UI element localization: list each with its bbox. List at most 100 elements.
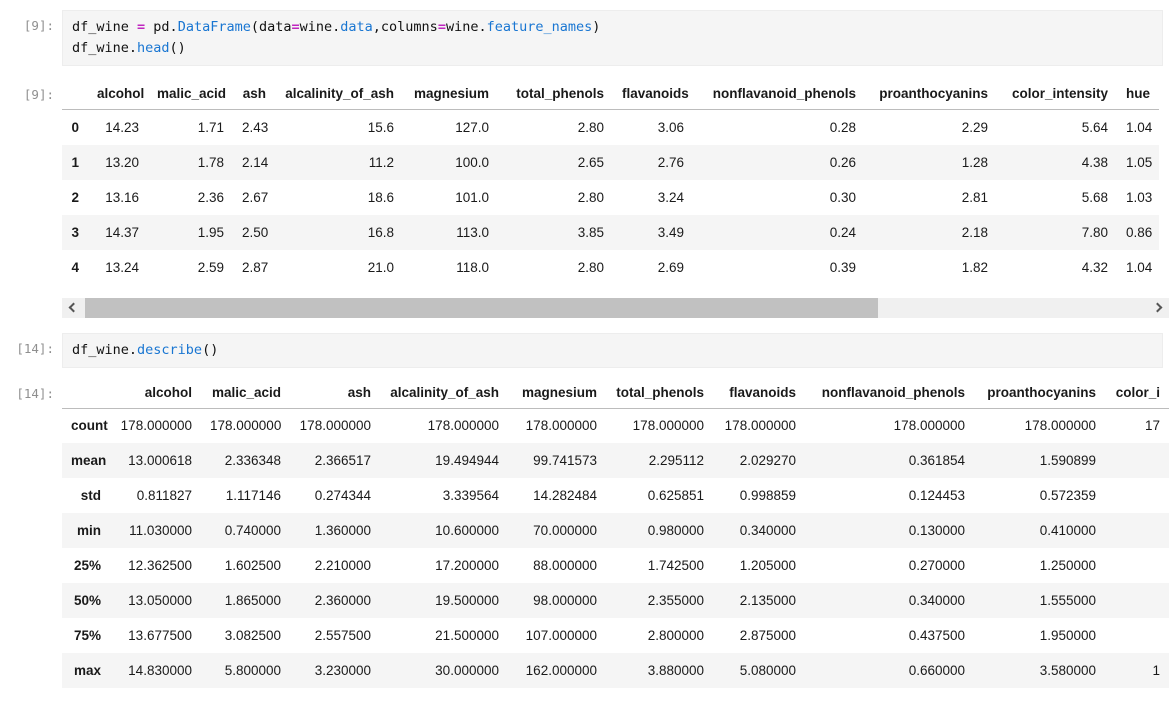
column-header: nonflavanoid_phenols (805, 376, 974, 409)
table-row: 3 14.37 1.95 2.50 16.8 113.0 3.85 3.49 0.24 2.18 7… (62, 214, 1159, 250)
column-header: proanthocyanins (865, 78, 997, 110)
row-index: 25% (73, 558, 101, 573)
column-header: alcalinity_of_ash (380, 376, 508, 409)
table-cell: 178.000000 (1024, 418, 1096, 434)
table-cell (1105, 443, 1169, 478)
table-cell: 2.50 (242, 224, 269, 240)
table-cell: 14.282484 (533, 488, 597, 503)
table-cell: 113.0 (456, 224, 489, 240)
table-cell: 178.000000 (427, 418, 499, 434)
table-cell: 1.82 (961, 259, 988, 275)
table-cell: 1.742500 (647, 558, 704, 573)
table-row: max 14.830000 5.800000 3.230000 30.000000 162… (62, 653, 1169, 688)
table-row: 2 13.16 2.36 2.67 18.6 101.0 2.80 3.24 0.30 2.81 5… (62, 180, 1159, 215)
row-index: min (76, 523, 101, 538)
horizontal-scrollbar[interactable] (62, 297, 1169, 318)
chevron-left-icon (68, 302, 79, 313)
table-cell: 162.000000 (525, 663, 597, 678)
code-input-2[interactable]: df_wine.describe() (62, 332, 1163, 368)
execution-count-in-1: [9]: (23, 18, 54, 33)
table-cell: 0.28 (829, 119, 856, 135)
table-cell: 2.67 (242, 189, 269, 205)
table-cell: 0.274344 (314, 488, 371, 503)
table-cell: 2.65 (577, 154, 604, 170)
column-header (62, 78, 88, 110)
scrollbar-thumb[interactable] (85, 297, 878, 318)
table-cell: 1.250000 (1039, 558, 1096, 573)
code-cell-2: [14]: df_wine.describe() (0, 332, 1169, 368)
table-cell: 0.980000 (647, 523, 704, 538)
table-cell: 2.875000 (739, 628, 796, 643)
table-cell: 4.32 (1081, 259, 1108, 275)
table-cell: 13.16 (105, 189, 139, 205)
table-cell: 70.000000 (533, 523, 597, 538)
table-cell: 21.0 (367, 259, 394, 275)
table-cell: 1.04 (1126, 119, 1153, 135)
execution-count-in-2: [14]: (16, 340, 54, 356)
table-cell: 1.205000 (739, 558, 796, 573)
table-cell: 2.295112 (648, 453, 704, 468)
table-cell: 178.000000 (724, 418, 796, 434)
scroll-right-button[interactable] (1149, 298, 1169, 318)
column-header: malic_acid (201, 376, 290, 409)
table-cell: 2.135000 (739, 593, 796, 608)
table-row: 75% 13.677500 3.082500 2.557500 21.500000 107… (62, 618, 1169, 653)
execution-count-out-1: [9]: (23, 87, 54, 102)
table-cell: 1.28 (961, 154, 988, 170)
table-cell: 13.20 (105, 154, 139, 170)
table-cell: 14.37 (105, 224, 139, 240)
table-cell: 2.81 (961, 189, 988, 205)
dataframe-describe-output: alcohol malic_acid ash alcalinity_of_ash mag… (62, 376, 1169, 688)
column-header: malic_acid (148, 78, 233, 110)
table-cell: 1.05 (1126, 154, 1153, 170)
table-cell: 2.69 (657, 259, 684, 275)
row-index: 0 (71, 119, 79, 135)
table-cell: 1.03 (1126, 189, 1153, 205)
table-cell: 2.800000 (647, 628, 704, 643)
column-header: alcalinity_of_ash (275, 78, 403, 110)
table-cell: 14.23 (105, 119, 139, 135)
table-cell: 127.0 (455, 119, 489, 135)
table-cell: 118.0 (456, 259, 489, 275)
dataframe-head-output: alcohol malic_acid ash alcalinity_of_ash mag… (62, 78, 1169, 285)
table-cell: 15.6 (367, 119, 394, 135)
table-cell: 0.340000 (908, 593, 965, 608)
table-cell: 100.0 (455, 154, 489, 170)
code-input-1[interactable]: df_wine = pd.DataFrame(data=wine.data,co… (62, 10, 1163, 66)
scroll-left-button[interactable] (62, 298, 82, 318)
table-cell: 4.38 (1081, 154, 1108, 170)
column-header: magnesium (403, 78, 498, 110)
table-cell: 2.360000 (314, 593, 371, 608)
table-cell: 0.572359 (1039, 488, 1096, 503)
table-cell: 98.000000 (533, 593, 597, 608)
table-cell: 19.494944 (435, 453, 499, 468)
table-cell: 0.410000 (1039, 523, 1096, 538)
table-cell: 17 (1144, 418, 1160, 434)
column-header: alcohol (88, 78, 148, 110)
table-cell: 5.68 (1081, 189, 1108, 205)
table-cell: 0.998859 (739, 488, 796, 503)
table-cell: 12.362500 (128, 558, 192, 573)
table-cell: 2.18 (961, 224, 988, 240)
table-cell: 2.76 (657, 154, 684, 170)
table-cell: 11.2 (368, 154, 394, 170)
table-cell: 3.24 (657, 189, 684, 205)
table-cell: 0.26 (829, 154, 856, 170)
table-cell: 0.660000 (908, 663, 965, 678)
table-cell: 2.87 (242, 259, 269, 275)
column-header: magnesium (508, 376, 606, 409)
table-cell: 1.865000 (224, 593, 281, 608)
table-cell: 3.880000 (647, 663, 704, 678)
table-cell: 0.811827 (136, 488, 192, 503)
table-cell: 2.355000 (647, 593, 704, 608)
table-cell: 7.80 (1081, 224, 1108, 240)
table-cell: 0.270000 (908, 558, 965, 573)
table-cell: 2.59 (197, 259, 224, 275)
table-cell: 19.500000 (435, 593, 499, 608)
table-cell: 18.6 (367, 189, 394, 205)
table-row: min 11.030000 0.740000 1.360000 10.600000 70.… (62, 513, 1169, 548)
table-cell: 11.030000 (129, 523, 192, 538)
table-cell: 1.360000 (314, 523, 371, 538)
table-cell: 2.80 (577, 259, 604, 275)
column-header (62, 376, 110, 409)
